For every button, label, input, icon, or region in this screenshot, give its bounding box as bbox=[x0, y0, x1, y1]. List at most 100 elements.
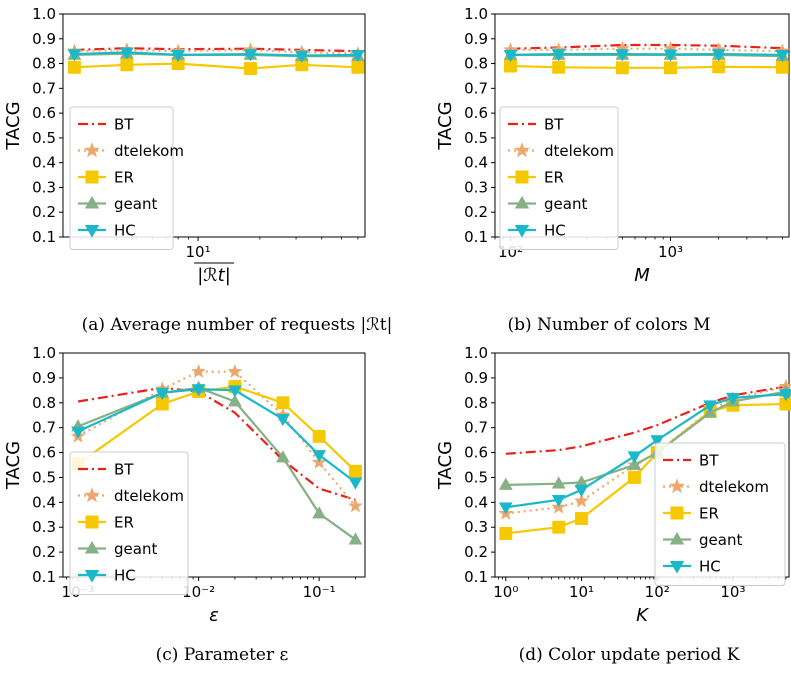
y-tick-label: 0.6 bbox=[32, 104, 56, 122]
y-tick-label: 0.1 bbox=[464, 228, 488, 246]
data-point-HC bbox=[275, 414, 290, 427]
series-line-BT bbox=[74, 47, 358, 53]
legend-marker-ER bbox=[515, 170, 529, 184]
legend-box bbox=[499, 106, 619, 250]
legend-label-BT: BT bbox=[544, 116, 564, 134]
data-point-ER bbox=[504, 59, 517, 73]
data-point-HC bbox=[551, 49, 566, 62]
x-tick-label: 10⁻² bbox=[182, 583, 215, 601]
y-tick-label: 0.5 bbox=[32, 468, 56, 486]
data-point-HC bbox=[243, 49, 258, 62]
legend-label-HC: HC bbox=[114, 222, 136, 240]
y-tick-label: 0.7 bbox=[464, 419, 488, 437]
data-point-HC bbox=[778, 389, 791, 402]
y-tick-label: 0.5 bbox=[464, 468, 488, 486]
plot-frame bbox=[62, 13, 366, 238]
data-point-ER bbox=[349, 464, 362, 478]
y-tick-label: 1.0 bbox=[32, 5, 56, 23]
legend-marker-ER bbox=[85, 170, 99, 184]
data-point-HC bbox=[726, 392, 740, 406]
plot-frame bbox=[494, 352, 790, 578]
y-tick-label: 0.4 bbox=[32, 493, 56, 511]
legend-label-BT: BT bbox=[114, 461, 134, 479]
data-point-HC bbox=[191, 384, 206, 397]
legend-marker-HC bbox=[669, 561, 685, 574]
data-point-ER bbox=[155, 397, 169, 411]
data-point-HC bbox=[171, 49, 186, 63]
legend-label-dtelekom: dtelekom bbox=[699, 478, 769, 496]
data-point-HC bbox=[627, 451, 642, 464]
legend-marker-dtelekom bbox=[669, 478, 685, 494]
x-tick-label: 10³ bbox=[658, 243, 683, 261]
data-point-HC bbox=[663, 49, 678, 62]
legend-box bbox=[654, 442, 786, 586]
plot-frame bbox=[62, 352, 366, 578]
legend-box bbox=[69, 106, 174, 250]
legend-label-BT: BT bbox=[114, 116, 134, 134]
panel-caption: (d) Color update period K bbox=[519, 645, 740, 665]
x-tick-label: 10¹ bbox=[569, 583, 594, 601]
data-point-ER bbox=[499, 526, 513, 540]
data-point-ER bbox=[312, 429, 326, 443]
data-point-ER bbox=[775, 60, 789, 74]
data-point-dtelekom bbox=[347, 498, 363, 513]
data-point-HC bbox=[348, 477, 363, 490]
y-tick-label: 0.8 bbox=[464, 55, 488, 73]
data-point-HC bbox=[119, 47, 134, 60]
y-tick-label: 0.8 bbox=[32, 55, 56, 73]
y-tick-label: 0.6 bbox=[32, 444, 56, 462]
data-point-HC bbox=[71, 426, 86, 439]
data-point-HC bbox=[67, 49, 82, 62]
legend-label-ER: ER bbox=[114, 169, 134, 187]
legend-label-geant: geant bbox=[699, 531, 742, 549]
data-point-ER bbox=[120, 58, 134, 72]
legend-label-dtelekom: dtelekom bbox=[114, 487, 184, 505]
y-tick-label: 1.0 bbox=[464, 5, 488, 23]
data-point-geant bbox=[498, 477, 513, 490]
series-line-HC bbox=[74, 51, 358, 57]
series-line-dtelekom bbox=[510, 47, 783, 53]
data-point-HC bbox=[615, 49, 630, 62]
y-tick-label: 0.8 bbox=[464, 394, 488, 412]
legend-label-dtelekom: dtelekom bbox=[544, 142, 614, 160]
data-point-ER bbox=[244, 62, 257, 75]
legend-label-ER: ER bbox=[114, 514, 134, 532]
data-point-ER bbox=[552, 520, 566, 534]
data-point-HC bbox=[350, 49, 365, 63]
legend-label-geant: geant bbox=[114, 540, 157, 558]
series-line-ER bbox=[74, 62, 358, 70]
y-tick-label: 0.8 bbox=[32, 394, 56, 412]
y-tick-label: 0.4 bbox=[464, 154, 488, 172]
y-tick-label: 0.4 bbox=[464, 493, 488, 511]
y-tick-label: 0.2 bbox=[32, 203, 56, 221]
x-tick-label: 10⁰ bbox=[493, 583, 518, 601]
data-point-HC bbox=[294, 50, 309, 63]
series-line-dtelekom bbox=[74, 48, 358, 55]
data-point-ER bbox=[351, 60, 365, 74]
data-point-HC bbox=[650, 435, 665, 448]
y-tick-label: 1.0 bbox=[32, 344, 56, 362]
y-tick-label: 0.1 bbox=[32, 228, 56, 246]
y-tick-label: 0.2 bbox=[464, 203, 488, 221]
y-tick-label: 0.3 bbox=[32, 518, 56, 536]
y-tick-label: 0.3 bbox=[464, 518, 488, 536]
y-tick-label: 0.7 bbox=[32, 79, 56, 97]
x-axis-label: |ℛt| bbox=[197, 265, 231, 286]
data-point-HC bbox=[574, 484, 589, 498]
y-tick-label: 0.5 bbox=[464, 129, 488, 147]
series-line-BT bbox=[510, 43, 783, 50]
legend-marker-HC bbox=[84, 225, 100, 238]
legend-label-BT: BT bbox=[699, 452, 719, 470]
plot-frame bbox=[494, 13, 790, 238]
legend-marker-HC bbox=[84, 570, 100, 583]
legend-marker-dtelekom bbox=[84, 142, 100, 158]
series-line-HC bbox=[510, 52, 783, 56]
x-axis-label: K bbox=[636, 605, 649, 626]
data-point-HC bbox=[503, 49, 518, 63]
legend-label-geant: geant bbox=[114, 195, 157, 213]
data-point-dtelekom bbox=[191, 363, 207, 379]
data-point-ER bbox=[67, 60, 81, 74]
y-tick-label: 0.3 bbox=[32, 178, 56, 196]
data-point-geant bbox=[348, 532, 363, 545]
series-line-BT bbox=[505, 385, 787, 455]
